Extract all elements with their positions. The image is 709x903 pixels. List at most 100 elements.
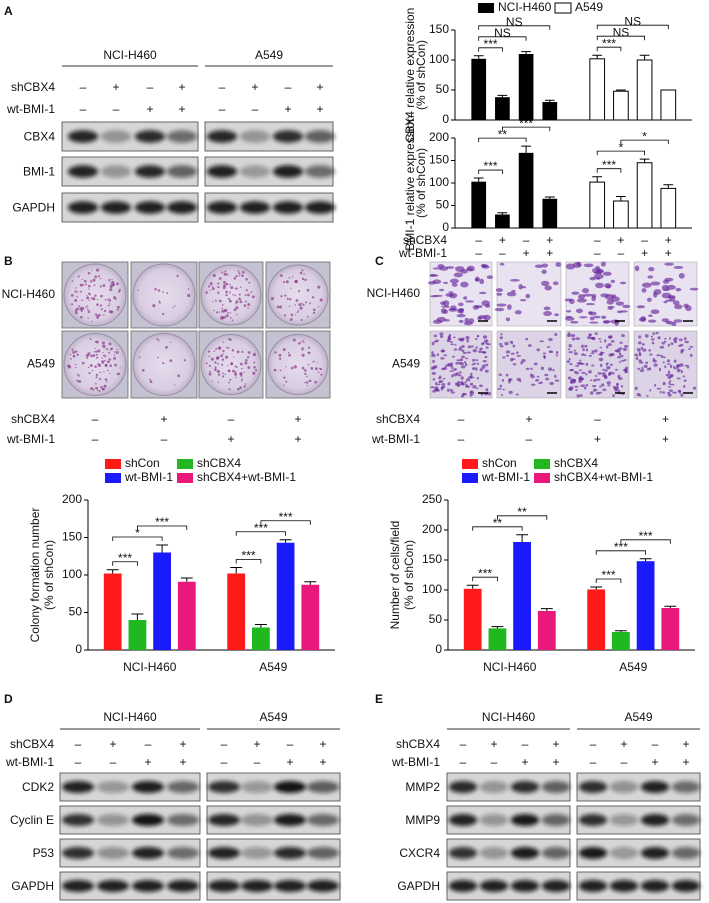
significance-bracket bbox=[620, 139, 669, 145]
blot-band bbox=[640, 880, 670, 892]
colony bbox=[223, 284, 226, 287]
cell bbox=[447, 335, 450, 339]
blot-band bbox=[273, 880, 307, 892]
error-bar bbox=[614, 630, 627, 632]
colony bbox=[109, 288, 113, 292]
colony bbox=[233, 308, 237, 312]
error-bar bbox=[590, 586, 603, 590]
colony bbox=[187, 293, 191, 298]
error-bar bbox=[544, 99, 555, 102]
blot-band bbox=[578, 781, 608, 793]
bar bbox=[495, 97, 510, 120]
colony bbox=[226, 273, 229, 276]
cell bbox=[456, 314, 466, 318]
colony bbox=[75, 366, 77, 369]
blot-band bbox=[510, 880, 540, 892]
cell bbox=[440, 357, 445, 360]
cell bbox=[531, 383, 536, 386]
condition-sign: + bbox=[160, 412, 167, 426]
cell bbox=[511, 289, 516, 293]
cell bbox=[499, 384, 503, 388]
cell bbox=[588, 354, 593, 357]
condition-sign: – bbox=[526, 432, 533, 446]
colony bbox=[217, 285, 220, 289]
condition-sign: – bbox=[75, 737, 82, 751]
cell bbox=[460, 337, 465, 341]
significance-bracket bbox=[596, 150, 645, 156]
colony bbox=[215, 300, 217, 302]
colony bbox=[288, 277, 291, 279]
colony bbox=[311, 296, 315, 299]
cell bbox=[571, 337, 576, 341]
cell bbox=[569, 298, 575, 305]
cell bbox=[465, 357, 468, 360]
colony bbox=[108, 342, 112, 346]
cell bbox=[433, 334, 438, 338]
colony bbox=[301, 353, 305, 357]
significance-label: * bbox=[642, 129, 647, 143]
cell bbox=[440, 301, 446, 306]
cell bbox=[669, 364, 673, 369]
cell bbox=[514, 310, 522, 315]
cell bbox=[655, 331, 659, 335]
cell bbox=[675, 287, 682, 292]
cell bbox=[605, 284, 611, 289]
colony bbox=[254, 369, 258, 372]
colony bbox=[95, 353, 98, 356]
blot-row-label: Cyclin E bbox=[10, 813, 54, 827]
cell bbox=[576, 298, 587, 303]
blot-band bbox=[206, 201, 238, 214]
cell bbox=[606, 381, 611, 385]
condition-sign: – bbox=[80, 102, 87, 116]
colony bbox=[74, 311, 78, 315]
cell bbox=[602, 388, 607, 392]
blot-band bbox=[206, 165, 238, 178]
cell bbox=[602, 271, 612, 276]
cell bbox=[449, 388, 453, 392]
cell bbox=[451, 374, 454, 378]
significance-bracket bbox=[260, 520, 311, 525]
cell bbox=[530, 367, 533, 370]
colony bbox=[214, 366, 217, 369]
colony bbox=[301, 348, 304, 351]
colony bbox=[205, 291, 208, 294]
colony bbox=[294, 314, 296, 316]
blot-band bbox=[96, 847, 130, 859]
blot-band bbox=[609, 847, 639, 859]
colony bbox=[94, 294, 97, 297]
cell bbox=[441, 349, 445, 353]
colony bbox=[187, 288, 190, 290]
bar bbox=[463, 588, 482, 650]
y-tick-label: 100 bbox=[422, 582, 442, 596]
colony bbox=[223, 272, 227, 276]
cell bbox=[520, 361, 524, 365]
cell bbox=[460, 380, 464, 385]
colony bbox=[279, 305, 283, 309]
cell bbox=[567, 376, 572, 380]
colony bbox=[99, 277, 102, 280]
colony bbox=[229, 291, 231, 293]
blot-band bbox=[541, 847, 571, 859]
cell bbox=[614, 349, 618, 352]
colony bbox=[278, 353, 282, 357]
colony bbox=[88, 372, 91, 375]
cell bbox=[443, 281, 448, 285]
blot-band bbox=[479, 781, 509, 793]
colony bbox=[112, 283, 116, 287]
colony bbox=[220, 316, 224, 320]
colony bbox=[307, 351, 311, 355]
colony bbox=[90, 280, 93, 283]
cell bbox=[653, 363, 658, 367]
blot-band bbox=[96, 781, 130, 793]
colony bbox=[235, 287, 238, 290]
cell bbox=[438, 381, 441, 384]
colony bbox=[299, 341, 302, 344]
cell bbox=[615, 301, 625, 306]
y-axis-label: (% of shCon) bbox=[42, 540, 56, 610]
colony bbox=[101, 357, 103, 359]
blot-band bbox=[240, 781, 274, 793]
error-bar bbox=[466, 584, 479, 589]
condition-sign: – bbox=[594, 412, 601, 426]
cell bbox=[680, 348, 685, 352]
